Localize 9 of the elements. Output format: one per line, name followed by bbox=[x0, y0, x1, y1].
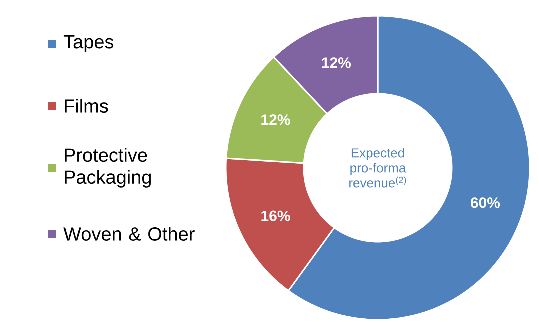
data-label: 16% bbox=[262, 210, 290, 222]
legend-label: Woven & Other bbox=[64, 227, 195, 241]
data-label: 12% bbox=[262, 114, 290, 126]
data-label: 12% bbox=[322, 58, 352, 68]
text: Expected pro-forma revenue$^{(2)}$ bbox=[350, 148, 406, 188]
data-label: 60% bbox=[471, 198, 500, 208]
legend-label: Films bbox=[65, 99, 108, 113]
legend-label: Protective Packaging bbox=[65, 148, 152, 188]
legend-label: Tapes bbox=[64, 35, 114, 52]
